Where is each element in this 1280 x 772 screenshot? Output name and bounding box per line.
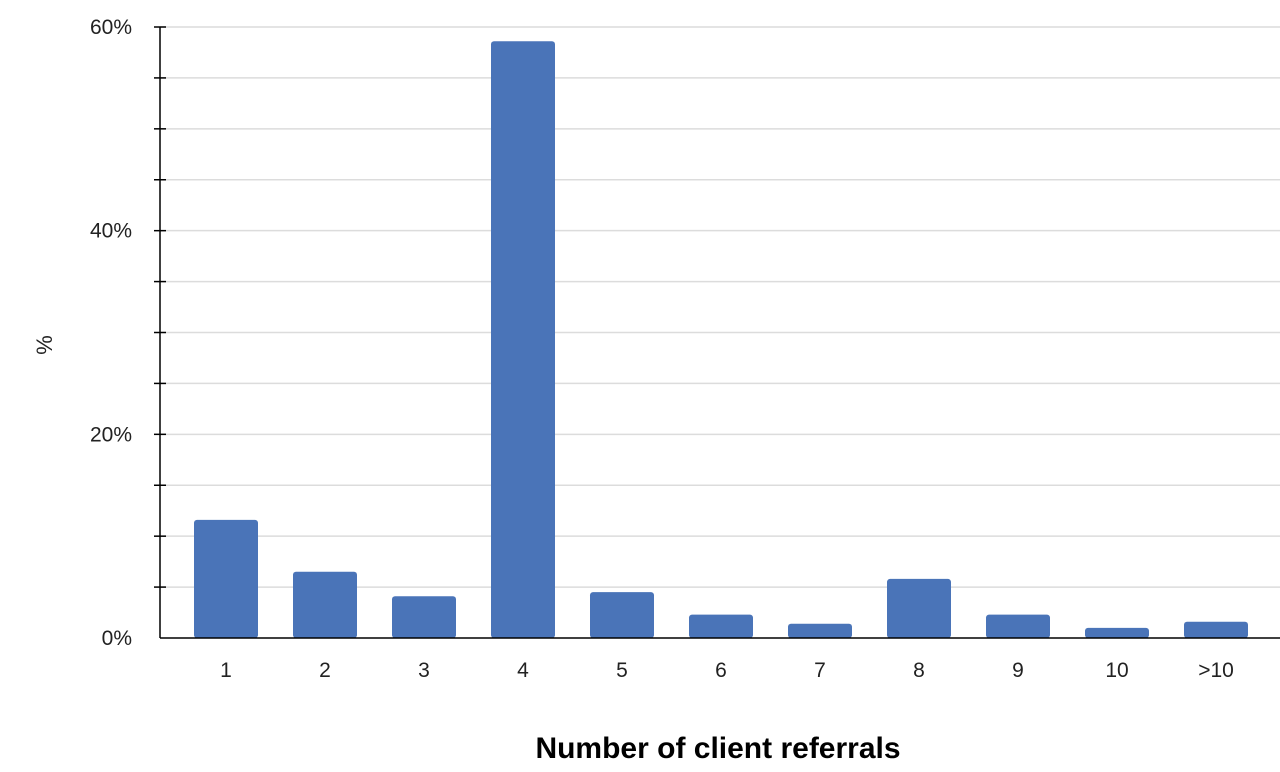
bar — [1085, 627, 1149, 638]
y-tick-label: 0% — [102, 627, 132, 650]
y-tick-label: 60% — [90, 16, 132, 39]
axes — [154, 26, 1280, 639]
x-tick-label: 4 — [517, 659, 529, 682]
bar — [590, 592, 654, 638]
bar — [392, 596, 456, 638]
x-axis-label: Number of client referrals — [535, 732, 900, 765]
x-tick-label: 10 — [1105, 659, 1128, 682]
bar — [887, 578, 951, 638]
x-tick-label: 8 — [913, 659, 925, 682]
bar — [293, 571, 357, 638]
x-tick-label: 5 — [616, 659, 628, 682]
tick-labels: 0% 20% 40% 60% 1 2 3 4 5 6 7 8 9 10 >10 — [90, 16, 1234, 682]
bars — [194, 41, 1248, 639]
x-tick-label: 9 — [1012, 659, 1024, 682]
bar — [491, 41, 555, 639]
y-tick-label: 20% — [90, 423, 132, 446]
x-tick-label: 6 — [715, 659, 727, 682]
y-tick-label: 40% — [90, 220, 132, 243]
x-tick-label: 3 — [418, 659, 430, 682]
x-tick-label: >10 — [1198, 659, 1234, 682]
y-axis-label: % — [32, 335, 57, 355]
bar — [986, 614, 1050, 638]
x-tick-label: 2 — [319, 659, 331, 682]
x-tick-label: 7 — [814, 659, 826, 682]
bar — [788, 623, 852, 638]
bar — [689, 614, 753, 638]
gridlines — [160, 26, 1280, 588]
x-tick-label: 1 — [220, 659, 232, 682]
bar — [194, 519, 258, 638]
bar — [1184, 621, 1248, 638]
